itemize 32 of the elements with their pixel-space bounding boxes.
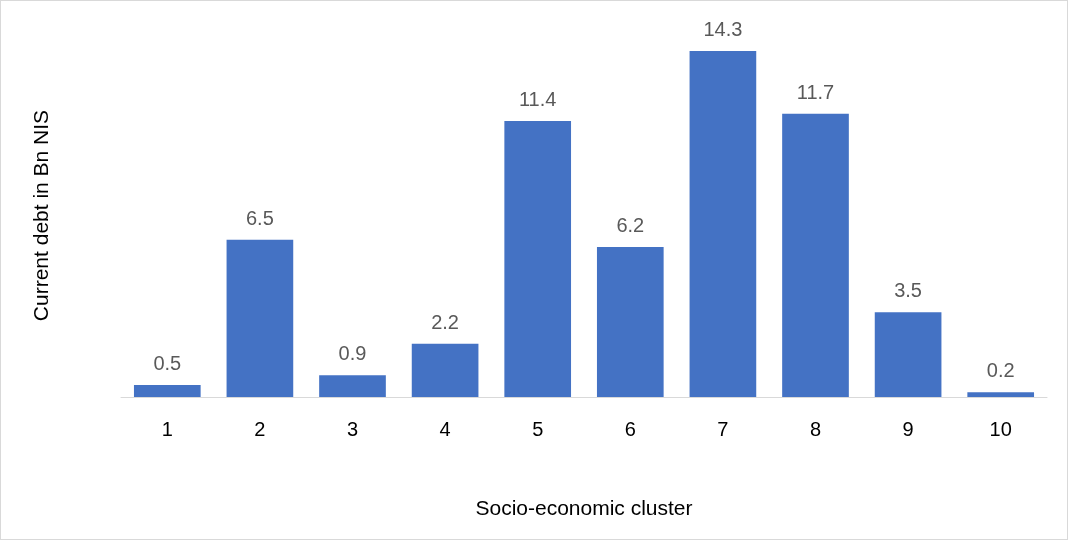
x-tick-label: 3 xyxy=(346,418,359,440)
bar xyxy=(411,343,479,397)
data-label: 11.7 xyxy=(796,80,835,103)
x-tick-label: 2 xyxy=(254,418,266,440)
x-tick-label: 4 xyxy=(439,418,451,440)
x-tick-label: 1 xyxy=(161,418,173,440)
data-label: 2.2 xyxy=(431,310,460,333)
x-tick-label: 9 xyxy=(902,418,914,440)
bar xyxy=(874,312,942,397)
bar xyxy=(319,375,386,397)
y-axis-title: Current debt in Bn NIS xyxy=(29,109,52,322)
bar xyxy=(226,239,294,397)
x-tick-label: 7 xyxy=(717,418,729,440)
data-label: 0.2 xyxy=(986,359,1015,382)
data-label: 3.5 xyxy=(894,279,923,302)
x-tick-label: 10 xyxy=(989,418,1012,440)
bar xyxy=(782,113,849,397)
bar xyxy=(596,246,664,397)
bar xyxy=(689,50,757,397)
data-label: 0.5 xyxy=(153,351,182,374)
data-label: 14.3 xyxy=(703,17,743,40)
x-tick-label: 8 xyxy=(809,418,822,440)
x-axis-title: Socio-economic cluster xyxy=(475,496,693,519)
data-label: 6.5 xyxy=(245,206,274,229)
x-tick-label: 6 xyxy=(624,418,636,440)
bar xyxy=(967,392,1035,397)
bar xyxy=(133,384,201,397)
bar xyxy=(504,121,572,397)
x-tick-label: 5 xyxy=(532,418,544,440)
data-label: 6.2 xyxy=(616,213,645,236)
data-label: 0.9 xyxy=(338,342,367,365)
data-label: 11.4 xyxy=(518,88,557,111)
